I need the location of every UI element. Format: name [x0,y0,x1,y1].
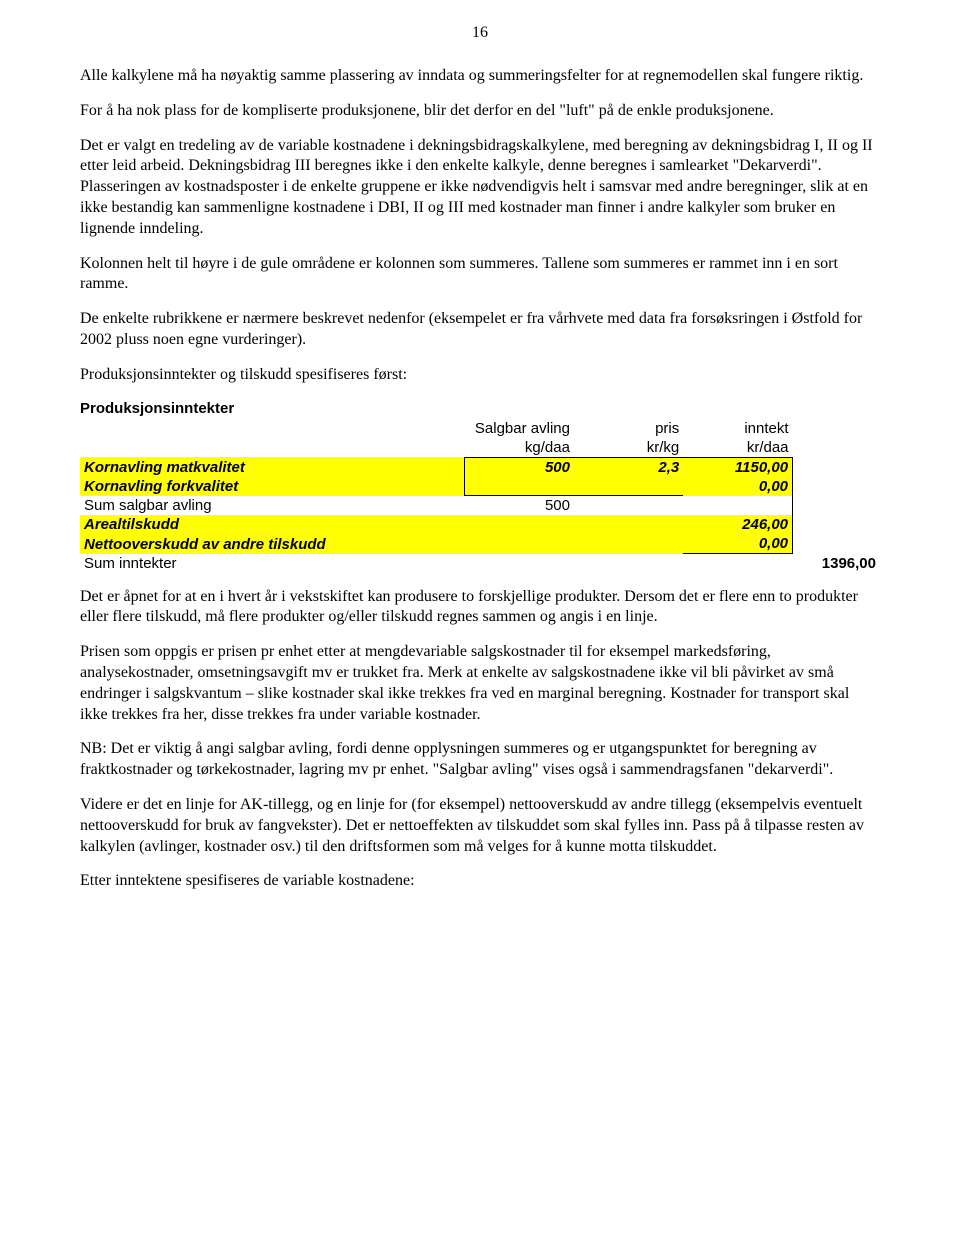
cell: 500 [465,457,574,477]
paragraph-7: Det er åpnet for at en i hvert år i veks… [80,587,880,629]
paragraph-8: Prisen som oppgis er prisen pr enhet ett… [80,642,880,725]
cell: 500 [465,496,574,516]
cell: 1150,00 [683,457,792,477]
table-heading: Produksjonsinntekter [80,400,880,417]
table-row: Arealtilskudd 246,00 [80,515,880,534]
cell [465,554,574,573]
cell [465,534,574,554]
header-krkg: kr/kg [574,438,683,458]
row-label-matkvalitet: Kornavling matkvalitet [80,457,465,477]
header-inntekt: inntekt [683,419,792,438]
header-krdaa: kr/daa [683,438,792,458]
cell [574,477,683,496]
table-row: Sum salgbar avling 500 [80,496,880,516]
cell [574,534,683,554]
cell-total: 1396,00 [793,554,880,573]
cell [574,515,683,534]
paragraph-3: Det er valgt en tredeling av de variable… [80,136,880,240]
row-label-sum-inntekter: Sum inntekter [80,554,465,573]
cell [465,477,574,496]
paragraph-10: Videre er det en linje for AK-tillegg, o… [80,795,880,857]
paragraph-6: Produksjonsinntekter og tilskudd spesifi… [80,365,880,386]
cell: 2,3 [574,457,683,477]
table-row: Kornavling forkvalitet 0,00 [80,477,880,496]
row-label-nettooverskudd: Nettooverskudd av andre tilskudd [80,534,465,554]
paragraph-4: Kolonnen helt til høyre i de gule område… [80,254,880,296]
cell [574,554,683,573]
paragraph-11: Etter inntektene spesifiseres de variabl… [80,871,880,892]
paragraph-2: For å ha nok plass for de kompliserte pr… [80,101,880,122]
cell [465,515,574,534]
paragraph-1: Alle kalkylene må ha nøyaktig samme plas… [80,66,880,87]
cell [683,496,792,516]
cell: 0,00 [683,477,792,496]
income-table: Salgbar avling pris inntekt kg/daa kr/kg… [80,419,880,573]
table-row: Kornavling matkvalitet 500 2,3 1150,00 [80,457,880,477]
header-kgdaa: kg/daa [465,438,574,458]
paragraph-9: NB: Det er viktig å angi salgbar avling,… [80,739,880,781]
page-number: 16 [80,24,880,42]
row-label-forkvalitet: Kornavling forkvalitet [80,477,465,496]
table-row: Nettooverskudd av andre tilskudd 0,00 [80,534,880,554]
cell: 246,00 [683,515,792,534]
table-header-row-1: Salgbar avling pris inntekt [80,419,880,438]
header-pris: pris [574,419,683,438]
table-header-row-2: kg/daa kr/kg kr/daa [80,438,880,458]
paragraph-5: De enkelte rubrikkene er nærmere beskrev… [80,309,880,351]
row-label-sum-salgbar: Sum salgbar avling [80,496,465,516]
header-salgbar-avling: Salgbar avling [465,419,574,438]
row-label-arealtilskudd: Arealtilskudd [80,515,465,534]
cell [683,554,792,573]
cell [574,496,683,516]
table-row-sum: Sum inntekter 1396,00 [80,554,880,573]
cell: 0,00 [683,534,792,554]
